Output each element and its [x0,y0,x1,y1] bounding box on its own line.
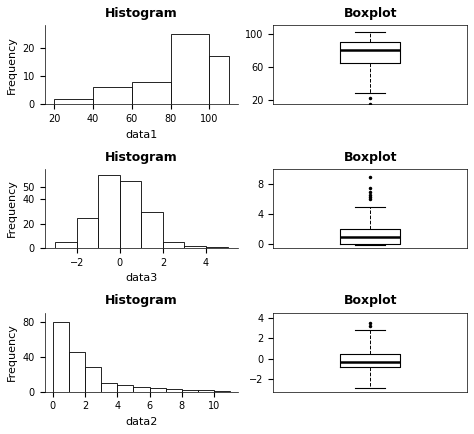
FancyBboxPatch shape [214,391,230,392]
Title: Boxplot: Boxplot [344,294,397,307]
FancyBboxPatch shape [53,322,69,392]
FancyBboxPatch shape [101,383,117,392]
FancyBboxPatch shape [206,247,228,248]
X-axis label: data1: data1 [125,130,157,140]
Title: Boxplot: Boxplot [344,7,397,20]
FancyBboxPatch shape [93,87,132,104]
FancyBboxPatch shape [166,389,182,392]
FancyBboxPatch shape [184,246,206,248]
FancyBboxPatch shape [120,181,141,248]
Y-axis label: Frequency: Frequency [7,36,17,94]
FancyBboxPatch shape [198,390,214,392]
Title: Histogram: Histogram [105,7,178,20]
Title: Histogram: Histogram [105,151,178,164]
Y-axis label: Frequency: Frequency [7,180,17,237]
FancyBboxPatch shape [141,211,163,248]
X-axis label: data3: data3 [125,273,157,283]
FancyBboxPatch shape [209,56,228,104]
FancyBboxPatch shape [182,390,198,392]
FancyBboxPatch shape [149,388,166,392]
FancyBboxPatch shape [55,242,77,248]
FancyBboxPatch shape [117,385,133,392]
FancyBboxPatch shape [99,175,120,248]
FancyBboxPatch shape [85,367,101,392]
FancyBboxPatch shape [69,352,85,392]
FancyBboxPatch shape [133,388,149,392]
Y-axis label: Frequency: Frequency [7,323,17,381]
FancyBboxPatch shape [163,242,184,248]
Title: Histogram: Histogram [105,294,178,307]
FancyBboxPatch shape [77,217,99,248]
X-axis label: data2: data2 [125,417,158,427]
FancyBboxPatch shape [132,82,171,104]
FancyBboxPatch shape [55,99,93,104]
FancyBboxPatch shape [171,34,209,104]
Title: Boxplot: Boxplot [344,151,397,164]
